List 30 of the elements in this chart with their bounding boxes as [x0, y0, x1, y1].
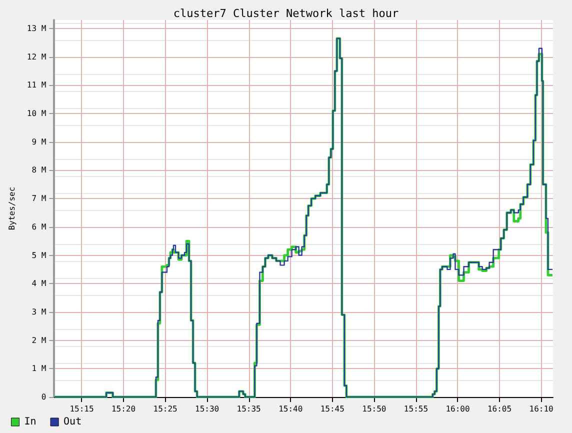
y-tick-label: 1 M [32, 364, 46, 374]
y-tick-label: 8 M [32, 166, 46, 175]
x-tick-label: 15:20 [111, 404, 136, 414]
y-tick-label: 10 M [26, 109, 46, 118]
chart-title: cluster7 Cluster Network last hour [173, 7, 399, 20]
x-tick-label: 16:00 [446, 404, 470, 414]
y-tick-label: 3 M [32, 307, 46, 316]
x-tick-label: 15:25 [153, 404, 178, 414]
x-tick-label: 15:35 [236, 404, 262, 414]
x-tick-label: 15:55 [404, 404, 428, 414]
legend-label: In [24, 416, 36, 428]
x-tick-label: 15:30 [195, 404, 220, 414]
x-tick-label: 16:05 [487, 404, 512, 414]
x-tick-label: 15:15 [70, 404, 94, 414]
legend-label: Out [64, 416, 82, 428]
y-tick-label: 2 M [32, 336, 46, 345]
x-tick-label: 15:45 [320, 404, 345, 414]
y-tick-label: 7 M [32, 194, 46, 204]
y-axis-title: Bytes/sec [8, 186, 16, 230]
x-tick-label: 15:40 [278, 404, 303, 414]
x-tick-label: 15:50 [362, 404, 386, 414]
y-tick-label: 11 M [26, 80, 46, 90]
y-tick-label: 4 M [32, 279, 46, 288]
y-tick-label: 6 M [32, 222, 46, 232]
y-tick-label: 12 M [26, 52, 46, 62]
y-tick-label: 5 M [32, 250, 46, 260]
y-tick-label: 9 M [32, 137, 46, 146]
y-tick-label: 13 M [26, 24, 46, 34]
y-tick-label: 0 [41, 392, 46, 402]
x-tick-label: 16:10 [529, 404, 554, 414]
